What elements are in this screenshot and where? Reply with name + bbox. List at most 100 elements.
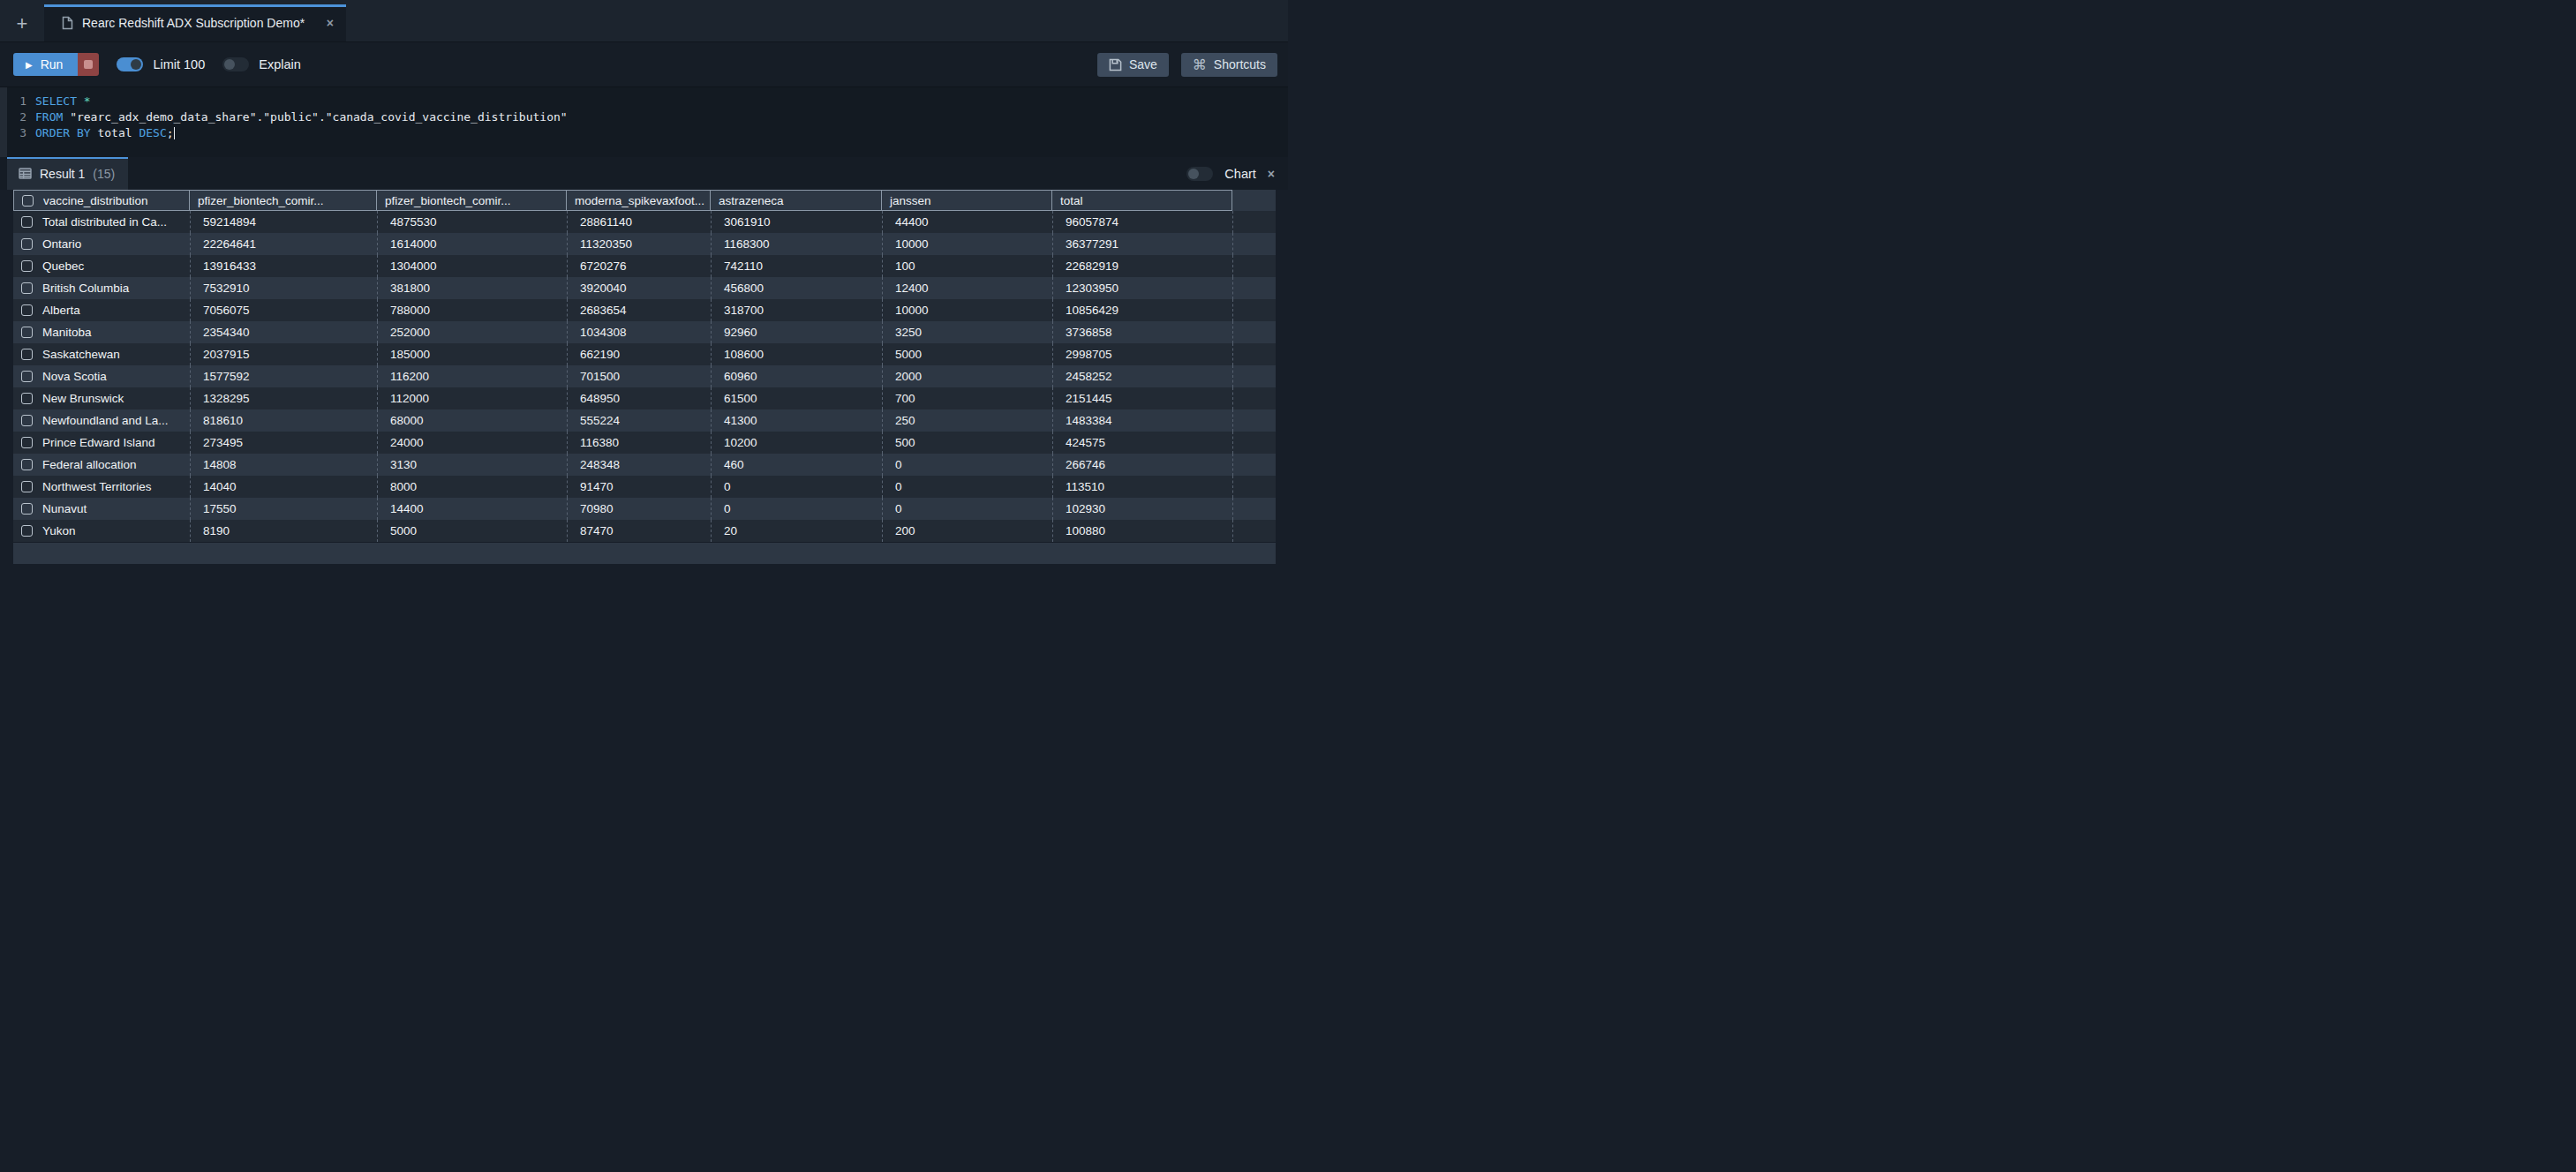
cell[interactable]: 648950 (567, 387, 711, 409)
cell[interactable]: 1614000 (377, 233, 567, 255)
cell[interactable]: 273495 (190, 432, 377, 454)
table-row[interactable]: Nova Scotia15775921162007015006096020002… (13, 365, 1276, 387)
cell[interactable]: 1577592 (190, 365, 377, 387)
cell[interactable]: 1483384 (1052, 409, 1232, 432)
row-checkbox[interactable] (21, 371, 33, 382)
column-header-janssen[interactable]: janssen (882, 190, 1052, 211)
cell[interactable]: Prince Edward Island (13, 432, 190, 454)
cell[interactable]: 0 (711, 498, 882, 520)
table-row[interactable]: Newfoundland and La...818610680005552244… (13, 409, 1276, 432)
cell[interactable]: 92960 (711, 321, 882, 343)
table-row[interactable]: Prince Edward Island27349524000116380102… (13, 432, 1276, 454)
cell[interactable]: 14400 (377, 498, 567, 520)
shortcuts-button[interactable]: ⌘ Shortcuts (1181, 53, 1277, 77)
cell[interactable]: 2354340 (190, 321, 377, 343)
row-checkbox[interactable] (21, 415, 33, 426)
cell[interactable]: 1034308 (567, 321, 711, 343)
table-row[interactable]: New Brunswick132829511200064895061500700… (13, 387, 1276, 409)
cell[interactable]: 662190 (567, 343, 711, 365)
cell[interactable]: 44400 (882, 211, 1052, 233)
chart-toggle[interactable] (1186, 167, 1213, 181)
column-header-pfizer-biontech-comir-[interactable]: pfizer_biontech_comir... (377, 190, 567, 211)
cell[interactable]: 185000 (377, 343, 567, 365)
cell[interactable]: 788000 (377, 299, 567, 321)
cell[interactable]: 14808 (190, 454, 377, 476)
row-checkbox[interactable] (21, 327, 33, 338)
tab-close-icon[interactable]: × (327, 16, 334, 30)
row-checkbox[interactable] (21, 459, 33, 470)
cell[interactable]: 4875530 (377, 211, 567, 233)
column-header-vaccine-distribution[interactable]: vaccine_distribution (13, 190, 190, 211)
cell[interactable]: Newfoundland and La... (13, 409, 190, 432)
table-row[interactable]: Northwest Territories1404080009147000113… (13, 476, 1276, 498)
cell[interactable]: Northwest Territories (13, 476, 190, 498)
run-button[interactable]: ▶ Run (13, 53, 78, 76)
cell[interactable]: 61500 (711, 387, 882, 409)
row-checkbox[interactable] (21, 260, 33, 272)
cell[interactable]: 17550 (190, 498, 377, 520)
cell[interactable]: 0 (882, 498, 1052, 520)
cell[interactable]: 96057874 (1052, 211, 1232, 233)
cell[interactable]: 7532910 (190, 277, 377, 299)
cell[interactable]: 41300 (711, 409, 882, 432)
column-header-pfizer-biontech-comir-[interactable]: pfizer_biontech_comir... (190, 190, 377, 211)
cell[interactable]: 266746 (1052, 454, 1232, 476)
cell[interactable]: Total distributed in Ca... (13, 211, 190, 233)
save-button[interactable]: Save (1097, 53, 1169, 77)
cell[interactable]: 24000 (377, 432, 567, 454)
new-tab-button[interactable]: + (0, 0, 44, 41)
cell[interactable]: 2037915 (190, 343, 377, 365)
cell[interactable]: 22264641 (190, 233, 377, 255)
row-checkbox[interactable] (21, 481, 33, 492)
cell[interactable]: 13916433 (190, 255, 377, 277)
cell[interactable]: 3250 (882, 321, 1052, 343)
cell[interactable]: 10856429 (1052, 299, 1232, 321)
limit-toggle[interactable] (117, 57, 143, 71)
cell[interactable]: 14040 (190, 476, 377, 498)
cell[interactable]: 10200 (711, 432, 882, 454)
cell[interactable]: 6720276 (567, 255, 711, 277)
row-checkbox[interactable] (21, 216, 33, 228)
cell[interactable]: 112000 (377, 387, 567, 409)
cell[interactable]: 116380 (567, 432, 711, 454)
cell[interactable]: 100880 (1052, 520, 1232, 542)
cell[interactable]: 460 (711, 454, 882, 476)
cell[interactable]: 456800 (711, 277, 882, 299)
cell[interactable]: 818610 (190, 409, 377, 432)
cell[interactable]: 59214894 (190, 211, 377, 233)
cell[interactable]: 200 (882, 520, 1052, 542)
cell[interactable]: 10000 (882, 299, 1052, 321)
cell[interactable]: 5000 (882, 343, 1052, 365)
column-header-moderna-spikevaxfoot-[interactable]: moderna_spikevaxfoot... (567, 190, 711, 211)
cell[interactable]: 22682919 (1052, 255, 1232, 277)
cell[interactable]: Manitoba (13, 321, 190, 343)
cell[interactable]: 68000 (377, 409, 567, 432)
table-row[interactable]: Manitoba23543402520001034308929603250373… (13, 321, 1276, 343)
cell[interactable]: 3130 (377, 454, 567, 476)
table-row[interactable]: Ontario222646411614000113203501168300100… (13, 233, 1276, 255)
cell[interactable]: 1328295 (190, 387, 377, 409)
cell[interactable]: 2998705 (1052, 343, 1232, 365)
cell[interactable]: 102930 (1052, 498, 1232, 520)
cell[interactable]: 1304000 (377, 255, 567, 277)
cell[interactable]: Alberta (13, 299, 190, 321)
cell[interactable]: 108600 (711, 343, 882, 365)
results-close-icon[interactable]: × (1268, 167, 1275, 181)
cell[interactable]: 252000 (377, 321, 567, 343)
cell[interactable]: 8000 (377, 476, 567, 498)
cell[interactable]: 0 (711, 476, 882, 498)
cell[interactable]: Saskatchewan (13, 343, 190, 365)
cell[interactable]: Yukon (13, 520, 190, 542)
cell[interactable]: 5000 (377, 520, 567, 542)
cell[interactable]: 60960 (711, 365, 882, 387)
cell[interactable]: 7056075 (190, 299, 377, 321)
cell[interactable]: 87470 (567, 520, 711, 542)
cell[interactable]: 3061910 (711, 211, 882, 233)
cell[interactable]: New Brunswick (13, 387, 190, 409)
cell[interactable]: 0 (882, 454, 1052, 476)
cell[interactable]: 116200 (377, 365, 567, 387)
cell[interactable]: 12303950 (1052, 277, 1232, 299)
table-row[interactable]: Quebec1391643313040006720276742110100226… (13, 255, 1276, 277)
row-checkbox[interactable] (21, 304, 33, 316)
cell[interactable]: 8190 (190, 520, 377, 542)
